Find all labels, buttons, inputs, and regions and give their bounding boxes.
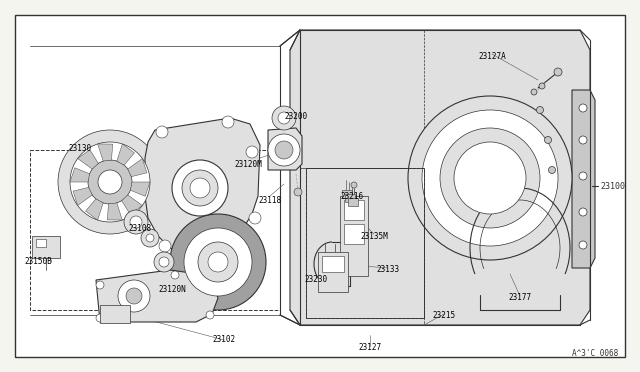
Text: 23120M: 23120M bbox=[234, 160, 262, 169]
Text: 23215: 23215 bbox=[433, 311, 456, 321]
Polygon shape bbox=[116, 144, 134, 165]
Polygon shape bbox=[131, 182, 150, 196]
Text: 23127A: 23127A bbox=[478, 51, 506, 61]
Text: 23108: 23108 bbox=[129, 224, 152, 232]
Circle shape bbox=[275, 141, 293, 159]
Circle shape bbox=[545, 137, 552, 144]
Circle shape bbox=[170, 214, 266, 310]
Text: 23100: 23100 bbox=[600, 182, 625, 190]
Circle shape bbox=[156, 126, 168, 138]
Circle shape bbox=[182, 170, 218, 206]
Circle shape bbox=[272, 106, 296, 130]
Circle shape bbox=[130, 216, 142, 228]
Polygon shape bbox=[86, 199, 103, 220]
Polygon shape bbox=[572, 90, 595, 268]
Polygon shape bbox=[30, 46, 280, 315]
Circle shape bbox=[579, 104, 587, 112]
Bar bbox=[36, 239, 46, 247]
Circle shape bbox=[454, 142, 526, 214]
Polygon shape bbox=[122, 195, 142, 214]
Text: 23118: 23118 bbox=[259, 196, 282, 205]
Polygon shape bbox=[96, 270, 218, 322]
Text: A^3'C 0068: A^3'C 0068 bbox=[572, 350, 618, 359]
Polygon shape bbox=[98, 144, 113, 161]
Circle shape bbox=[579, 136, 587, 144]
Circle shape bbox=[190, 178, 210, 198]
Bar bbox=[345, 194, 355, 202]
Circle shape bbox=[184, 228, 252, 296]
Text: 23133: 23133 bbox=[376, 266, 399, 275]
Bar bbox=[344, 200, 364, 220]
Circle shape bbox=[422, 110, 558, 246]
Text: 23230: 23230 bbox=[305, 276, 328, 285]
Polygon shape bbox=[290, 30, 590, 325]
Bar bbox=[306, 168, 424, 318]
Circle shape bbox=[159, 257, 169, 267]
Circle shape bbox=[96, 281, 104, 289]
Circle shape bbox=[294, 188, 302, 196]
Circle shape bbox=[579, 208, 587, 216]
Circle shape bbox=[141, 229, 159, 247]
Polygon shape bbox=[73, 187, 92, 205]
Text: 23177: 23177 bbox=[508, 294, 532, 302]
Circle shape bbox=[536, 106, 543, 113]
Circle shape bbox=[172, 160, 228, 216]
Circle shape bbox=[88, 160, 132, 204]
Text: 23130: 23130 bbox=[68, 144, 92, 153]
Bar bbox=[322, 256, 344, 272]
Polygon shape bbox=[70, 168, 90, 182]
Text: 23120N: 23120N bbox=[158, 285, 186, 295]
Circle shape bbox=[224, 236, 236, 248]
Circle shape bbox=[70, 142, 150, 222]
Circle shape bbox=[206, 311, 214, 319]
Circle shape bbox=[58, 130, 162, 234]
Circle shape bbox=[118, 280, 150, 312]
Circle shape bbox=[98, 170, 122, 194]
Circle shape bbox=[548, 167, 556, 173]
Circle shape bbox=[198, 242, 238, 282]
Circle shape bbox=[579, 172, 587, 180]
Bar bbox=[30, 150, 280, 310]
Bar bbox=[100, 305, 130, 323]
Circle shape bbox=[539, 83, 545, 89]
Bar bbox=[344, 224, 364, 244]
Text: 23102: 23102 bbox=[212, 336, 236, 344]
Circle shape bbox=[154, 252, 174, 272]
Text: 23200: 23200 bbox=[284, 112, 308, 121]
Polygon shape bbox=[128, 158, 147, 177]
Circle shape bbox=[222, 116, 234, 128]
Circle shape bbox=[124, 210, 148, 234]
Bar bbox=[342, 190, 352, 198]
Circle shape bbox=[579, 241, 587, 249]
Circle shape bbox=[246, 146, 258, 158]
Circle shape bbox=[278, 112, 290, 124]
Circle shape bbox=[208, 252, 228, 272]
Polygon shape bbox=[145, 118, 260, 254]
Circle shape bbox=[268, 134, 300, 166]
Bar bbox=[318, 252, 348, 292]
Circle shape bbox=[531, 89, 537, 95]
Circle shape bbox=[408, 96, 572, 260]
Bar bbox=[340, 196, 368, 276]
Text: 23216: 23216 bbox=[340, 192, 364, 201]
Circle shape bbox=[249, 212, 261, 224]
Text: 23127: 23127 bbox=[358, 343, 381, 353]
Circle shape bbox=[440, 128, 540, 228]
Circle shape bbox=[159, 240, 171, 252]
Bar bbox=[306, 168, 424, 318]
Polygon shape bbox=[268, 128, 302, 170]
Circle shape bbox=[171, 271, 179, 279]
Circle shape bbox=[351, 182, 357, 188]
Polygon shape bbox=[108, 203, 122, 220]
Bar bbox=[348, 198, 358, 206]
Circle shape bbox=[554, 68, 562, 76]
Circle shape bbox=[126, 288, 142, 304]
Polygon shape bbox=[77, 150, 99, 169]
Circle shape bbox=[96, 314, 104, 322]
Circle shape bbox=[146, 234, 154, 242]
Text: 23135M: 23135M bbox=[360, 231, 388, 241]
Bar bbox=[32, 236, 60, 258]
Text: 23150B: 23150B bbox=[24, 257, 52, 266]
